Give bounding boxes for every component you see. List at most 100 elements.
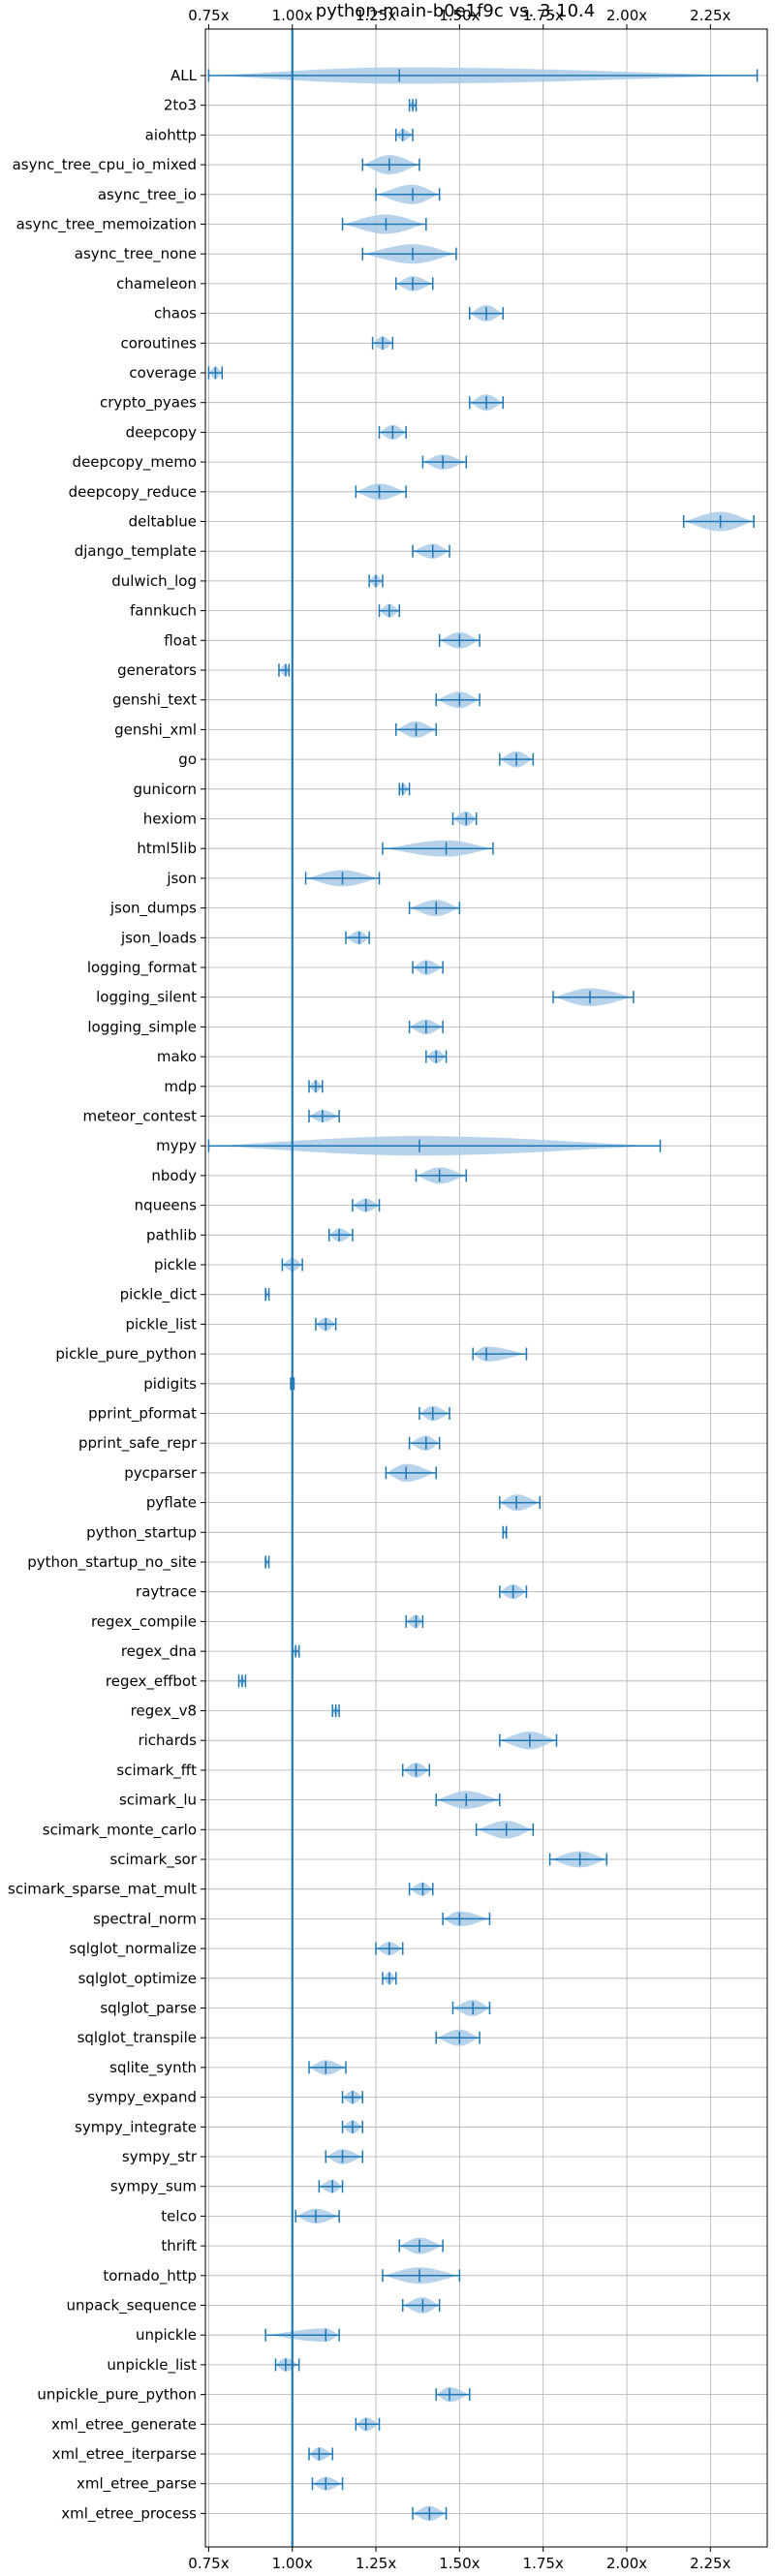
benchmark-label: genshi_xml [114,721,197,739]
benchmark-label: regex_compile [91,1612,197,1631]
benchmark-label: mako [157,1048,197,1065]
x-tick-label-bottom: 2.25x [690,2555,730,2572]
benchmark-label: unpickle_pure_python [37,2386,197,2405]
benchmark-label: ALL [170,67,198,84]
benchmark-label: 2to3 [164,97,197,114]
x-tick-label-bottom: 1.25x [356,2555,396,2572]
labels: 0.75x 0.75x 1.00x 1.00x 1.25x 1.25x 1.50x 1.50x… [8,7,731,2572]
x-tick-label-top: 1.00x [272,7,313,24]
benchmark-label: float [164,631,197,649]
benchmark-label: mdp [164,1078,197,1095]
benchmark-label: pycparser [124,1464,198,1482]
benchmark-label: go [178,751,197,768]
benchmark-label: html5lib [137,840,197,857]
plot-frame [204,28,768,2548]
benchmark-label: unpack_sequence [67,2297,197,2315]
benchmark-label: pickle [154,1256,197,1273]
benchmark-label: python_startup [86,1523,197,1542]
x-tick-label-top: 1.25x [356,7,396,24]
benchmark-label: thrift [161,2237,197,2254]
benchmark-label: deltablue [129,513,197,531]
benchmark-label: logging_silent [96,989,197,1007]
benchmark-label: chaos [154,305,197,322]
benchmark-label: telco [161,2207,197,2224]
benchmark-label: scimark_lu [119,1792,197,1810]
benchmark-label: pickle_list [125,1315,197,1334]
benchmark-label: aiohttp [145,126,197,143]
benchmark-label: deepcopy_memo [73,453,197,472]
benchmark-label: pickle_dict [120,1286,197,1304]
x-tick-label-top: 2.00x [606,7,647,24]
benchmark-label: scimark_sparse_mat_mult [8,1881,197,1899]
x-tick-label-top: 1.50x [439,7,480,24]
benchmark-label: tornado_http [103,2267,197,2285]
benchmark-label: deepcopy_reduce [69,483,197,502]
benchmark-label: json_loads [120,929,197,947]
benchmark-label: sympy_sum [110,2178,197,2196]
benchmark-label: regex_dna [121,1642,197,1661]
benchmark-label: pidigits [143,1375,197,1393]
benchmark-label: chameleon [116,275,197,292]
benchmark-label: xml_etree_process [61,2504,197,2523]
benchmark-label: sympy_expand [87,2089,197,2107]
benchmark-label: logging_simple [87,1018,197,1036]
benchmark-label: python_startup_no_site [27,1553,197,1572]
x-tick-label-bottom: 0.75x [188,2555,229,2572]
benchmark-label: genshi_text [112,691,197,710]
benchmark-label: mypy [156,1137,197,1154]
x-tick-label-bottom: 2.00x [606,2555,647,2572]
benchmark-label: pyflate [146,1494,197,1512]
x-tick-label-bottom: 1.50x [439,2555,480,2572]
range-markers [207,69,759,2520]
benchmark-label: pprint_pformat [88,1405,197,1424]
x-tick-label-bottom: 1.00x [272,2555,313,2572]
benchmark-label: unpickle [136,2326,197,2344]
benchmark-label: async_tree_cpu_io_mixed [13,156,197,174]
benchmark-label: scimark_fft [116,1762,197,1780]
x-tick-label-top: 2.25x [690,7,730,24]
benchmark-label: async_tree_io [98,186,197,204]
benchmark-label: raytrace [136,1583,197,1601]
x-tick-label-top: 1.75x [523,7,564,24]
benchmark-label: deepcopy [126,423,197,441]
benchmark-label: fannkuch [130,602,197,620]
benchmark-label: pathlib [146,1226,197,1243]
benchmark-label: json_dumps [109,900,197,918]
benchmark-label: xml_etree_parse [77,2475,197,2494]
benchmark-label: sqlite_synth [109,2059,197,2077]
benchmark-label: pprint_safe_repr [78,1434,198,1453]
benchmark-label: scimark_sor [109,1851,197,1869]
benchmark-label: logging_format [87,959,197,977]
benchmark-label: sympy_integrate [75,2118,197,2136]
benchmark-label: unpickle_list [107,2356,197,2375]
benchmark-label: richards [138,1732,197,1749]
benchmark-label: coroutines [120,334,197,352]
benchmark-label: xml_etree_iterparse [52,2445,197,2464]
benchmark-label: sqlglot_parse [100,2000,197,2018]
benchmark-label: async_tree_none [75,245,197,263]
x-tick-label-bottom: 1.75x [523,2555,564,2572]
benchmark-label: spectral_norm [93,1910,197,1928]
benchmark-label: json [166,870,197,887]
benchmark-label: scimark_monte_carlo [43,1821,197,1839]
x-tick-label-top: 0.75x [188,7,229,24]
benchmark-label: sqlglot_normalize [69,1940,197,1958]
benchmark-label: coverage [129,364,197,382]
benchmark-label: nqueens [135,1197,197,1214]
benchmark-label: dulwich_log [111,572,197,591]
benchmark-label: sympy_str [122,2148,198,2166]
benchmark-label: regex_v8 [131,1702,197,1721]
benchmark-label: generators [117,661,197,679]
benchmark-label: regex_effbot [106,1672,197,1691]
benchmark-label: xml_etree_generate [51,2415,197,2434]
benchmark-label: gunicorn [133,781,197,798]
benchmark-label: crypto_pyaes [100,394,197,413]
benchmark-label: sqlglot_optimize [78,1970,197,1988]
benchmark-label: meteor_contest [82,1108,197,1126]
grid [205,29,767,2547]
chart-title: python-main-b0e1f9c vs. 3.10.4 [316,1,595,21]
benchmark-label: hexiom [143,811,197,828]
benchmark-label: django_template [75,542,197,561]
benchmark-label: pickle_pure_python [55,1345,197,1364]
